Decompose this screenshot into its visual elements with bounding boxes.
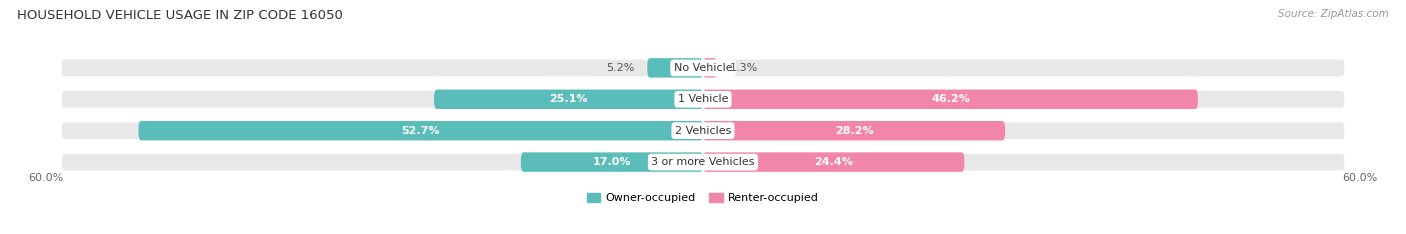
- Text: 1.3%: 1.3%: [730, 63, 758, 73]
- Text: 46.2%: 46.2%: [931, 94, 970, 104]
- Text: 17.0%: 17.0%: [593, 157, 631, 167]
- Text: 2 Vehicles: 2 Vehicles: [675, 126, 731, 136]
- Text: 5.2%: 5.2%: [606, 63, 634, 73]
- Text: 60.0%: 60.0%: [1343, 173, 1378, 183]
- FancyBboxPatch shape: [703, 90, 1198, 109]
- Text: Source: ZipAtlas.com: Source: ZipAtlas.com: [1278, 9, 1389, 19]
- FancyBboxPatch shape: [60, 121, 1346, 140]
- FancyBboxPatch shape: [60, 152, 1346, 172]
- FancyBboxPatch shape: [434, 90, 703, 109]
- FancyBboxPatch shape: [703, 58, 717, 78]
- Text: 28.2%: 28.2%: [835, 126, 873, 136]
- FancyBboxPatch shape: [703, 121, 1005, 140]
- Text: 25.1%: 25.1%: [550, 94, 588, 104]
- Text: 52.7%: 52.7%: [402, 126, 440, 136]
- FancyBboxPatch shape: [703, 152, 965, 172]
- FancyBboxPatch shape: [60, 58, 1346, 78]
- Text: 3 or more Vehicles: 3 or more Vehicles: [651, 157, 755, 167]
- FancyBboxPatch shape: [138, 121, 703, 140]
- Legend: Owner-occupied, Renter-occupied: Owner-occupied, Renter-occupied: [582, 189, 824, 208]
- FancyBboxPatch shape: [520, 152, 703, 172]
- Text: 60.0%: 60.0%: [28, 173, 63, 183]
- FancyBboxPatch shape: [647, 58, 703, 78]
- Text: No Vehicle: No Vehicle: [673, 63, 733, 73]
- FancyBboxPatch shape: [60, 90, 1346, 109]
- Text: 1 Vehicle: 1 Vehicle: [678, 94, 728, 104]
- Text: 24.4%: 24.4%: [814, 157, 853, 167]
- Text: HOUSEHOLD VEHICLE USAGE IN ZIP CODE 16050: HOUSEHOLD VEHICLE USAGE IN ZIP CODE 1605…: [17, 9, 343, 22]
